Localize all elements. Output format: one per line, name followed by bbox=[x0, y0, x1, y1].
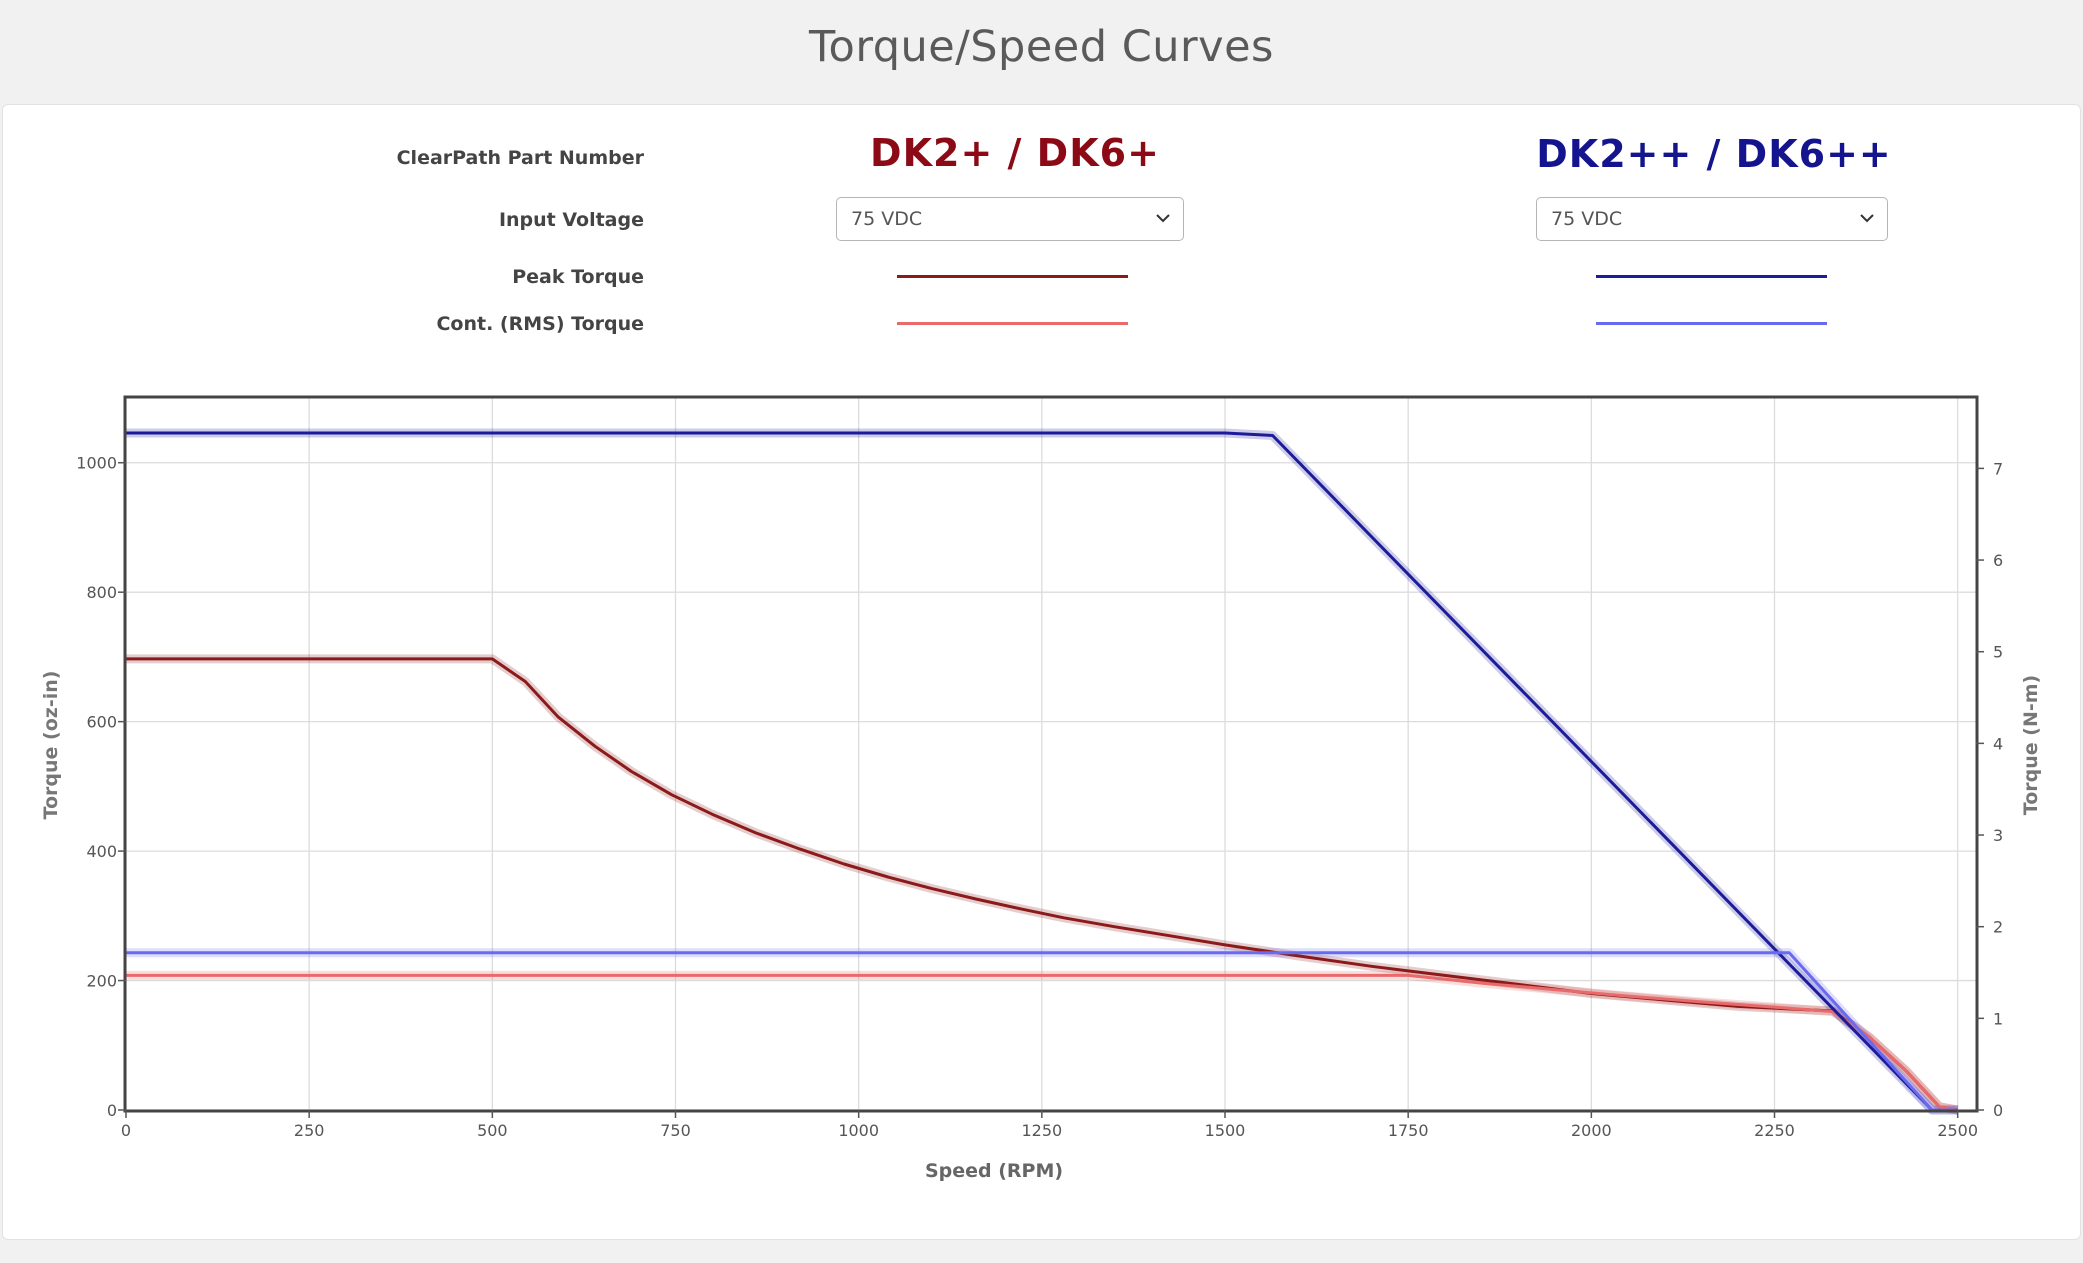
x-tick-label: 500 bbox=[477, 1121, 508, 1140]
y2-tick-label: 4 bbox=[1993, 734, 2003, 753]
motor-2-part-title: DK2++ / DK6++ bbox=[1536, 132, 1892, 176]
y2-axis-label: Torque (N-m) bbox=[2020, 675, 2042, 815]
chevron-down-icon bbox=[1859, 198, 1875, 256]
motor-2-peak-legend-line bbox=[1596, 275, 1827, 278]
motor-1-voltage-select[interactable]: 75 VDC bbox=[836, 197, 1184, 241]
y-axis-label: Torque (oz-in) bbox=[40, 671, 62, 820]
y-tick-label: 0 bbox=[107, 1101, 117, 1120]
series-line-2[interactable] bbox=[126, 973, 1958, 1112]
y2-tick-label: 2 bbox=[1993, 918, 2003, 937]
y-tick-label: 1000 bbox=[76, 454, 117, 473]
x-tick-label: 2000 bbox=[1571, 1121, 1612, 1140]
y-tick-label: 400 bbox=[86, 842, 117, 861]
input-voltage-label: Input Voltage bbox=[498, 209, 644, 231]
x-tick-label: 2250 bbox=[1754, 1121, 1795, 1140]
y2-tick-label: 1 bbox=[1993, 1009, 2003, 1028]
axis-layer: 0 250 500 750 1000 1250 1500 1750 2000 2250 250002… bbox=[76, 454, 2003, 1140]
motor-1-peak-legend-line bbox=[897, 275, 1128, 278]
x-axis-label: Speed (RPM) bbox=[925, 1160, 1063, 1182]
footer-strip bbox=[0, 1244, 2083, 1263]
y2-tick-label: 7 bbox=[1993, 459, 2003, 478]
x-tick-label: 1500 bbox=[1205, 1121, 1246, 1140]
y-tick-label: 600 bbox=[86, 713, 117, 732]
motor-2-cont-legend-line bbox=[1596, 322, 1827, 325]
x-tick-label: 1250 bbox=[1021, 1121, 1062, 1140]
x-tick-label: 1750 bbox=[1388, 1121, 1429, 1140]
part-number-label: ClearPath Part Number bbox=[396, 147, 644, 169]
series-line-1[interactable] bbox=[126, 657, 1958, 1112]
plot-frame bbox=[123, 395, 1979, 1113]
cont-torque-label: Cont. (RMS) Torque bbox=[436, 313, 644, 335]
chevron-down-icon bbox=[1155, 198, 1171, 256]
x-tick-label: 1000 bbox=[838, 1121, 879, 1140]
page-title: Torque/Speed Curves bbox=[809, 22, 1274, 72]
x-tick-label: 750 bbox=[660, 1121, 691, 1140]
x-tick-label: 2500 bbox=[1937, 1121, 1978, 1140]
y2-tick-label: 3 bbox=[1993, 826, 2003, 845]
motor-1-part-title: DK2+ / DK6+ bbox=[870, 131, 1160, 175]
peak-torque-label: Peak Torque bbox=[512, 266, 644, 288]
y2-tick-label: 0 bbox=[1993, 1101, 2003, 1120]
motor-1-voltage-value: 75 VDC bbox=[851, 208, 923, 230]
y-tick-label: 800 bbox=[86, 583, 117, 602]
y-tick-label: 200 bbox=[86, 972, 117, 991]
y2-tick-label: 6 bbox=[1993, 551, 2003, 570]
motor-2-voltage-select[interactable]: 75 VDC bbox=[1536, 197, 1888, 241]
motor-2-voltage-value: 75 VDC bbox=[1551, 208, 1623, 230]
motor-1-cont-legend-line bbox=[897, 322, 1128, 325]
y2-tick-label: 5 bbox=[1993, 643, 2003, 662]
x-tick-label: 0 bbox=[121, 1121, 131, 1140]
x-tick-label: 250 bbox=[294, 1121, 325, 1140]
